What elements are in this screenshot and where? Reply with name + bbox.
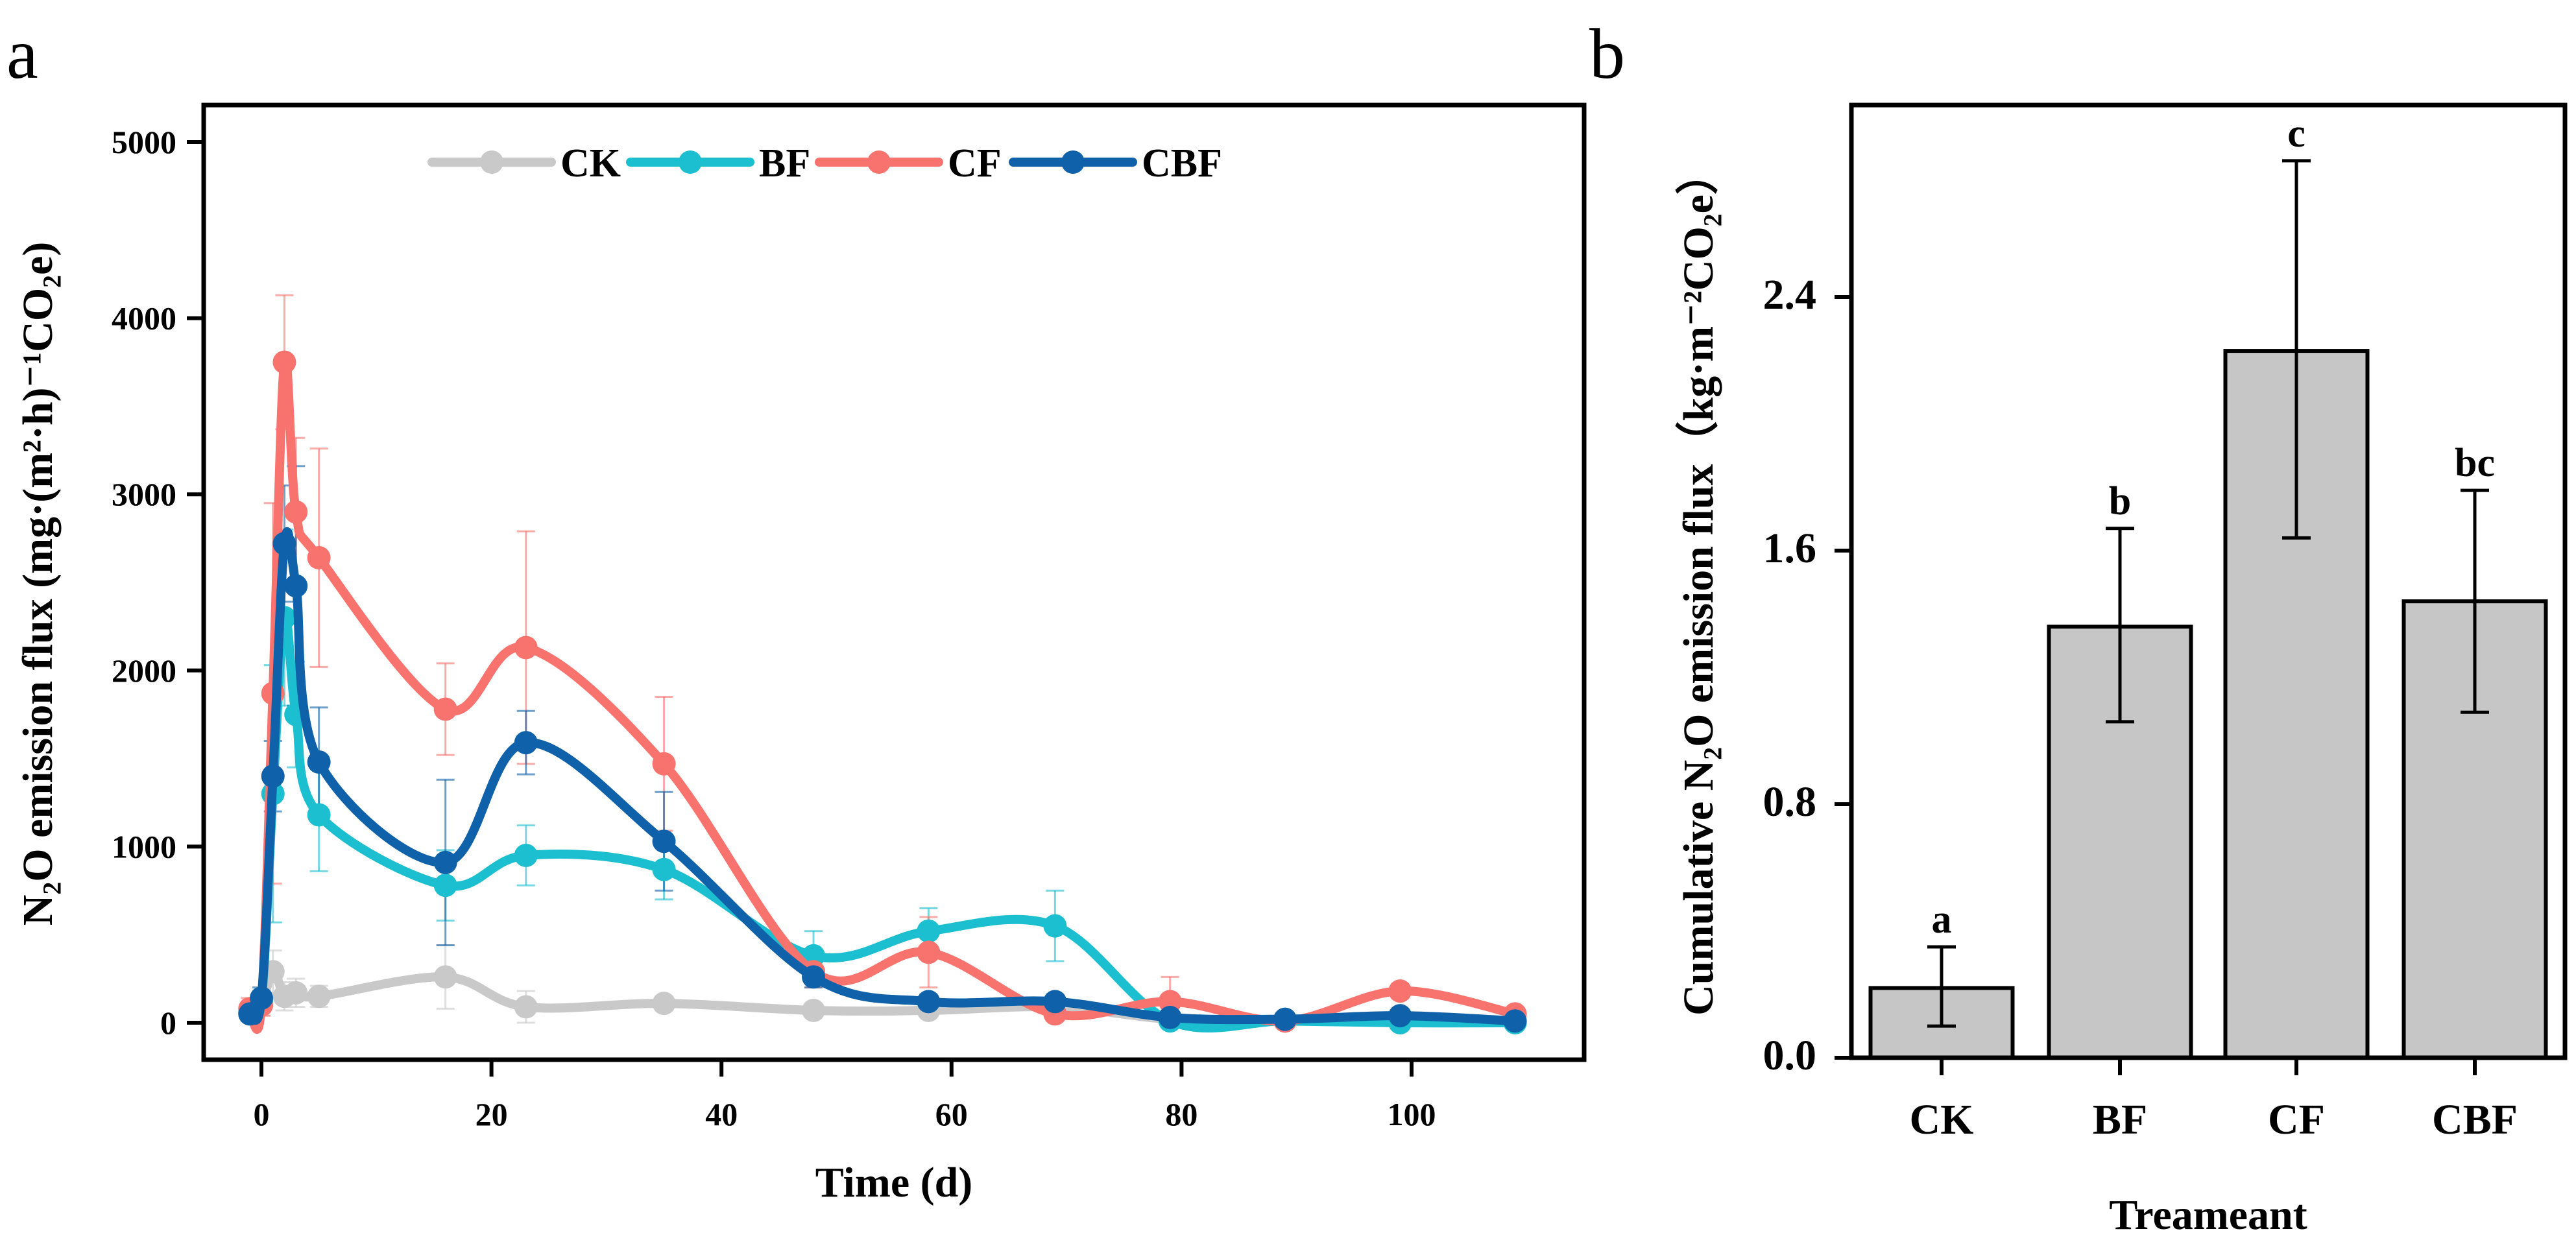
x-tick-label: 20 [475, 1096, 508, 1132]
legend-marker-ck [480, 150, 503, 174]
data-point-ck [433, 965, 457, 989]
x-tick-label: 0 [254, 1096, 270, 1132]
legend-label-ck: CK [560, 141, 621, 185]
data-point-cf [652, 752, 676, 776]
x-tick-label: 80 [1165, 1096, 1198, 1132]
data-point-cbf [802, 965, 826, 989]
y-tick-label: 2.4 [1763, 271, 1817, 318]
y-axis-title: N₂O emission flux (mg·(m²·h)⁻¹CO₂e) [14, 242, 62, 925]
data-point-cbf [284, 574, 308, 598]
y-tick-label: 1.6 [1763, 525, 1817, 572]
data-point-cbf [514, 731, 538, 755]
legend-marker-cbf [1061, 150, 1085, 174]
data-point-cbf [272, 532, 296, 556]
data-point-ck [514, 995, 538, 1019]
significance-label-ck: a [1932, 898, 1952, 942]
y-axis-title-b: Cumulative N₂O emission flux（kg·m⁻²CO₂e） [1674, 152, 1722, 1016]
panel-a-label: a [6, 14, 38, 93]
panel-b-frame [1849, 102, 2568, 1060]
panel-a-frame [201, 102, 1587, 1062]
data-point-bf [307, 803, 331, 827]
x-axis-title-b: Treameant [2109, 1191, 2307, 1239]
x-axis-title: Time (d) [815, 1159, 973, 1206]
legend-label-cf: CF [948, 141, 1002, 185]
data-point-cbf [1043, 990, 1067, 1014]
y-tick-label: 1000 [112, 828, 176, 864]
data-point-ck [802, 998, 826, 1022]
legend: CK BF CF CBF [427, 141, 1222, 185]
y-tick-label: 0.0 [1763, 1032, 1817, 1079]
data-point-cbf [261, 764, 285, 788]
data-point-cbf [433, 850, 457, 874]
data-point-cbf [1273, 1007, 1297, 1031]
data-point-bf [652, 857, 676, 881]
data-point-cbf [917, 990, 941, 1014]
x-tick-label-ck: CK [1910, 1096, 1974, 1143]
y-tick-label: 0.8 [1763, 778, 1817, 826]
data-point-ck [307, 984, 331, 1008]
y-tick-label: 3000 [112, 476, 176, 512]
data-point-bf [514, 843, 538, 867]
y-tick-label: 0 [160, 1005, 176, 1041]
x-tick-label-bf: BF [2093, 1096, 2147, 1143]
data-point-cf [514, 636, 538, 660]
data-point-cf [917, 940, 941, 964]
legend-label-bf: BF [759, 141, 810, 185]
panel-b: b a CK b BF c CF bc CBF 0.0 0.8 1.6 2.4 Treameant C… [1589, 14, 2568, 1239]
data-point-cbf [652, 829, 676, 853]
x-tick-label: 100 [1388, 1096, 1436, 1132]
x-tick-label: 60 [935, 1096, 968, 1132]
x-tick-label-cf: CF [2268, 1096, 2325, 1143]
data-point-cbf [1158, 1005, 1182, 1029]
data-point-ck [652, 992, 676, 1016]
y-tick-label: 2000 [112, 652, 176, 689]
x-tick-label-cbf: CBF [2432, 1096, 2518, 1143]
y-tick-label: 5000 [112, 124, 176, 160]
data-point-cbf [1503, 1009, 1527, 1033]
series-line-cbf [245, 527, 1520, 1026]
legend-label-cbf: CBF [1142, 141, 1222, 185]
data-point-bf [433, 874, 457, 898]
data-point-cbf [307, 750, 331, 774]
panel-b-label: b [1589, 14, 1625, 93]
significance-label-cbf: bc [2455, 441, 2495, 485]
data-point-bf [917, 919, 941, 943]
series-line-cf [245, 353, 1520, 1034]
data-point-ck [284, 981, 308, 1005]
legend-marker-cf [867, 150, 891, 174]
data-point-cf [1388, 979, 1412, 1003]
data-point-cf [307, 545, 331, 569]
significance-label-bf: b [2109, 479, 2131, 523]
legend-marker-bf [679, 150, 702, 174]
data-point-cbf [250, 986, 273, 1010]
y-tick-label: 4000 [112, 300, 176, 337]
data-point-cf [284, 500, 308, 524]
data-point-cf [272, 350, 296, 374]
data-point-cf [433, 697, 457, 721]
data-point-cbf [1388, 1004, 1412, 1028]
significance-label-cf: c [2287, 112, 2305, 156]
x-tick-label: 40 [705, 1096, 738, 1132]
data-point-bf [1043, 914, 1067, 938]
